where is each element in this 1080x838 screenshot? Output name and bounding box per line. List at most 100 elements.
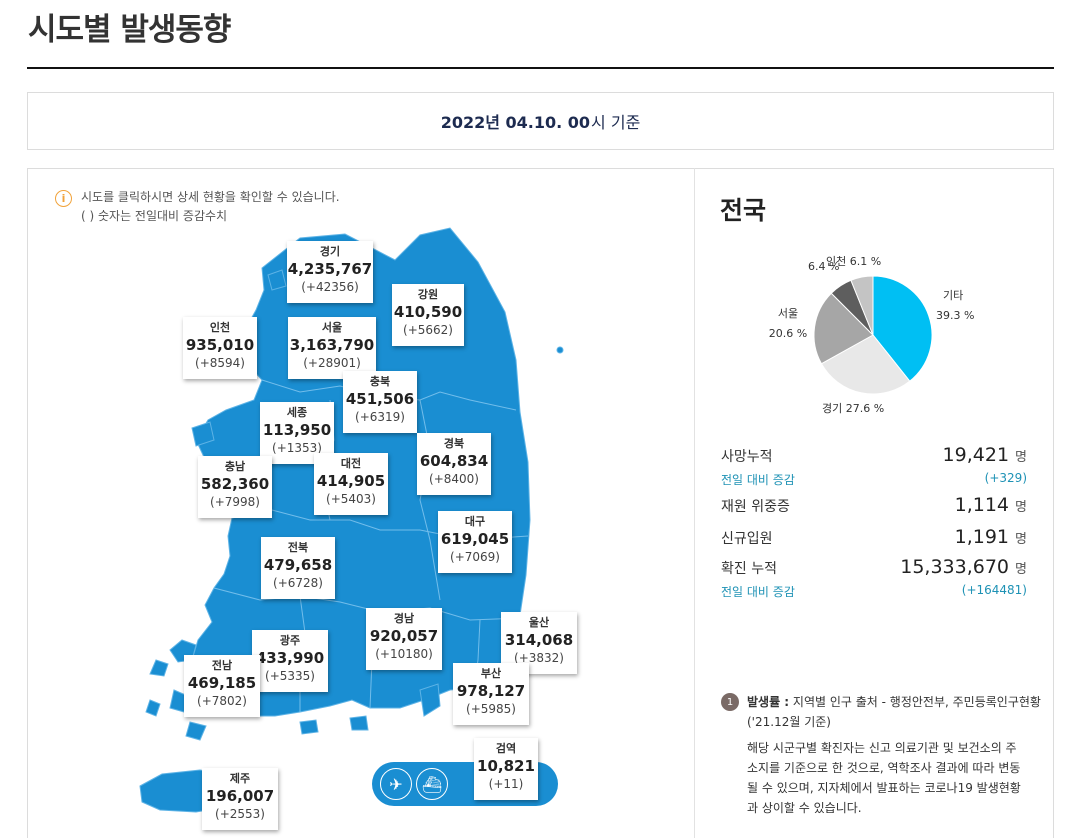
- region-card-seoul[interactable]: 서울 3,163,790 (+28901): [288, 317, 376, 379]
- new-admission-label: 신규입원: [721, 531, 773, 547]
- region-total: 582,360: [200, 475, 270, 493]
- region-name: 경남: [393, 612, 415, 625]
- region-total: 433,990: [255, 649, 325, 667]
- death-change-label: 전일 대비 증감: [721, 473, 795, 487]
- region-total: 113,950: [262, 421, 332, 439]
- region-card-gyeongbuk[interactable]: 경북 604,834 (+8400): [417, 433, 491, 495]
- region-card-gyeonggi[interactable]: 경기 4,235,767 (+42356): [287, 241, 373, 303]
- airplane-icon[interactable]: ✈: [380, 768, 412, 800]
- region-increase: (+6728): [273, 576, 323, 590]
- reference-date-suffix: 시 기준: [591, 113, 641, 132]
- island-shape: [556, 346, 564, 354]
- region-card-busan[interactable]: 부산 978,127 (+5985): [453, 663, 529, 725]
- region-card-jeonbuk[interactable]: 전북 479,658 (+6728): [261, 537, 335, 599]
- region-card-gwangju[interactable]: 광주 433,990 (+5335): [252, 630, 328, 692]
- unit-label: 명: [1015, 500, 1027, 515]
- region-total: 978,127: [456, 682, 526, 700]
- region-total: 196,007: [205, 787, 275, 805]
- region-card-jeju[interactable]: 제주 196,007 (+2553): [202, 768, 278, 830]
- region-card-chungnam[interactable]: 충남 582,360 (+7998): [198, 456, 272, 518]
- pie-label: 39.3 %: [936, 309, 974, 322]
- region-total: 314,068: [504, 631, 574, 649]
- region-name: 검역: [495, 742, 517, 755]
- region-card-chungbuk[interactable]: 충북 451,506 (+6319): [343, 371, 417, 433]
- region-name: 대전: [340, 457, 362, 470]
- ship-icon[interactable]: ⛴: [416, 768, 448, 800]
- region-increase: (+3832): [514, 651, 564, 665]
- nation-title: 전국: [720, 196, 767, 225]
- death-total-row: 사망누적 19,421 명: [721, 444, 1027, 466]
- region-name: 세종: [286, 406, 308, 419]
- pie-slice: [872, 275, 933, 382]
- region-total: 451,506: [345, 390, 415, 408]
- region-name: 대구: [464, 515, 486, 528]
- region-card-gyeongnam[interactable]: 경남 920,057 (+10180): [366, 608, 442, 670]
- pie-slice: [820, 334, 911, 395]
- region-name: 충북: [369, 375, 391, 388]
- pie-slice: [813, 292, 874, 365]
- confirmed-total-row: 확진 누적 15,333,670 명: [721, 556, 1027, 578]
- confirmed-change-row: 전일 대비 증감 (+164481): [721, 583, 1027, 600]
- content-panel: [27, 168, 1054, 838]
- region-card-quarantine[interactable]: 검역 10,821 (+11): [474, 738, 538, 800]
- region-increase: (+2553): [215, 807, 265, 821]
- pie-slice: [850, 275, 874, 336]
- unit-label: 명: [1015, 450, 1027, 465]
- notice-line: 시도를 클릭하시면 상세 현황을 확인할 수 있습니다.: [81, 190, 340, 204]
- region-increase: (+10180): [375, 647, 433, 661]
- region-name: 광주: [279, 634, 301, 647]
- reference-date-value: 2022년 04.10. 00: [440, 113, 591, 132]
- region-increase: (+5403): [326, 492, 376, 506]
- region-increase: (+28901): [303, 356, 361, 370]
- region-increase: (+11): [488, 777, 524, 791]
- new-admission-row: 신규입원 1,191 명: [721, 526, 1027, 548]
- region-card-gangwon[interactable]: 강원 410,590 (+5662): [392, 284, 464, 346]
- region-increase: (+5335): [265, 669, 315, 683]
- region-card-jeonnam[interactable]: 전남 469,185 (+7802): [184, 655, 260, 717]
- unit-label: 명: [1015, 562, 1027, 577]
- pie-label: 서울: [778, 307, 798, 320]
- confirmed-change-label: 전일 대비 증감: [721, 585, 795, 599]
- island-shape: [185, 721, 207, 741]
- region-share-pie-chart: 기타 39.3 % 경기 27.6 % 서울 20.6 % 6.4 %인천 6.1 %: [769, 254, 975, 415]
- island-shape: [299, 719, 319, 735]
- island-shape: [149, 659, 169, 677]
- island-shape: [191, 421, 215, 447]
- island-shape: [419, 683, 441, 717]
- severe-row: 재원 위중증 1,114 명: [721, 494, 1027, 516]
- confirmed-total-label: 확진 누적: [721, 561, 777, 577]
- confirmed-total-value: 15,333,670: [900, 556, 1010, 578]
- region-increase: (+7069): [450, 550, 500, 564]
- region-total: 414,905: [316, 472, 386, 490]
- region-increase: (+1353): [272, 441, 322, 455]
- region-total: 4,235,767: [287, 260, 373, 278]
- info-icon: i: [55, 190, 72, 207]
- island-shape: [145, 699, 161, 717]
- region-total: 3,163,790: [289, 336, 375, 354]
- region-total: 920,057: [369, 627, 439, 645]
- region-name: 제주: [229, 772, 251, 785]
- title-divider: [27, 67, 1054, 69]
- region-name: 전북: [287, 541, 309, 554]
- pie-label: 6.4 %: [808, 260, 839, 273]
- region-total: 469,185: [187, 674, 257, 692]
- region-total: 410,590: [393, 303, 463, 321]
- new-admission-value: 1,191: [954, 526, 1010, 548]
- island-shape: [267, 269, 287, 291]
- pie-label: 경기 27.6 %: [822, 402, 884, 415]
- region-card-daegu[interactable]: 대구 619,045 (+7069): [438, 511, 512, 573]
- region-name: 강원: [417, 288, 439, 301]
- region-card-incheon[interactable]: 인천 935,010 (+8594): [183, 317, 257, 379]
- severe-label: 재원 위중증: [721, 499, 790, 515]
- region-name: 부산: [480, 667, 502, 680]
- region-increase: (+5662): [403, 323, 453, 337]
- region-total: 10,821: [477, 757, 535, 775]
- region-total: 479,658: [263, 556, 333, 574]
- region-increase: (+5985): [466, 702, 516, 716]
- panel-divider: [694, 168, 695, 838]
- region-name: 경기: [319, 245, 341, 258]
- pie-label: 인천 6.1 %: [826, 254, 881, 268]
- reference-date: 2022년 04.10. 00 시 기준: [27, 92, 1054, 150]
- region-name: 서울: [321, 321, 343, 334]
- region-card-daejeon[interactable]: 대전 414,905 (+5403): [314, 453, 388, 515]
